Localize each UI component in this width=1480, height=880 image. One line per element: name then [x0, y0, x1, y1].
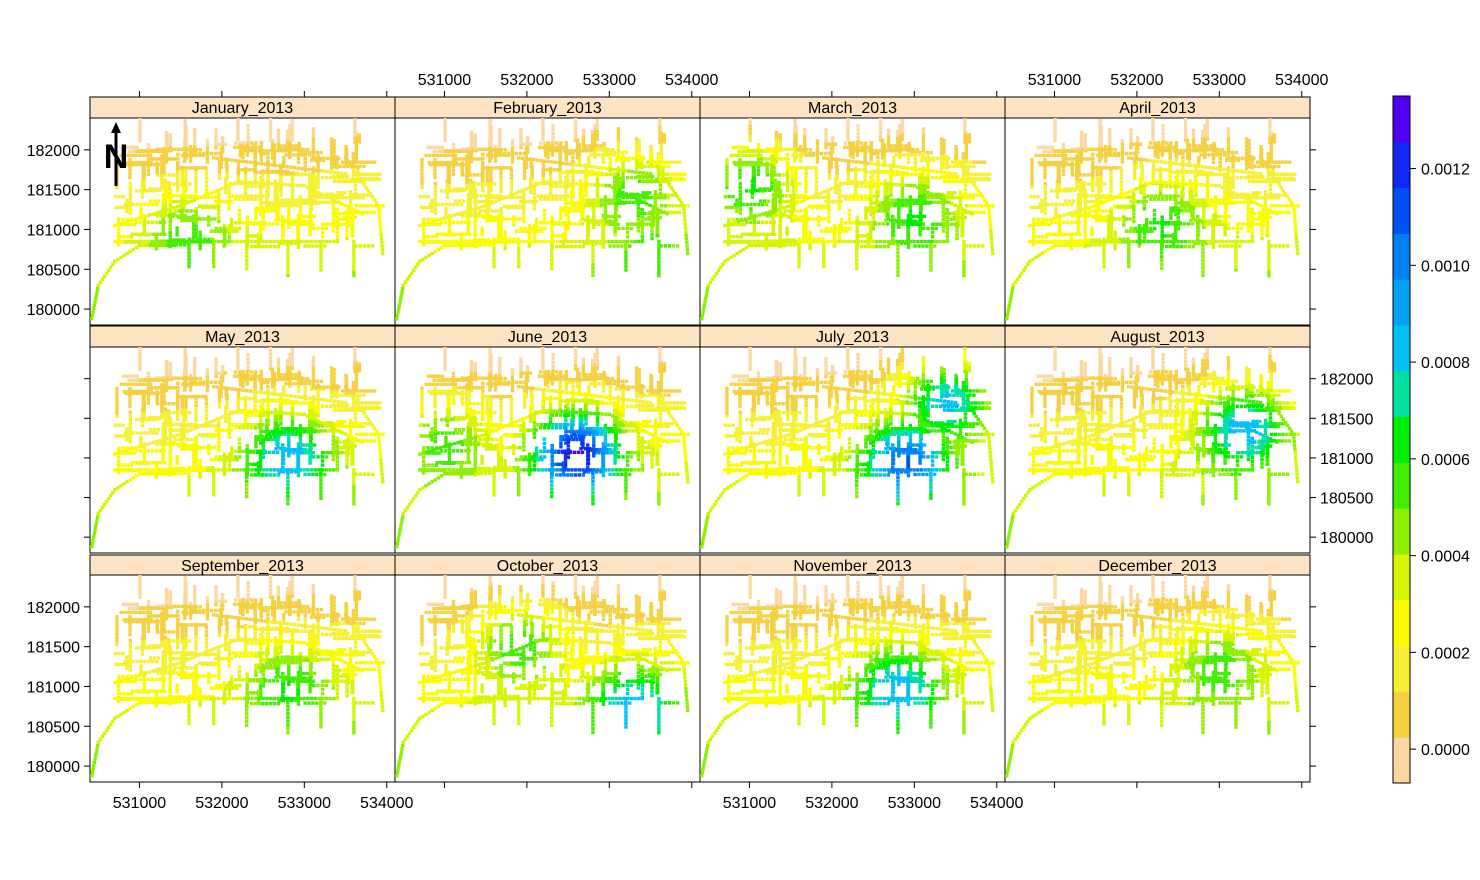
y-tick-label: 181500 [27, 183, 80, 200]
colorbar-swatch [1393, 141, 1410, 189]
y-tick-label: 180500 [27, 719, 80, 736]
colorbar-swatch [1393, 325, 1410, 372]
colorbar-tick-label: 0.0012 [1421, 162, 1470, 179]
colorbar-swatch [1393, 370, 1410, 418]
x-tick-label: 533000 [583, 72, 636, 89]
colorbar-swatch [1393, 462, 1410, 509]
colorbar-tick-label: 0.0000 [1421, 742, 1470, 759]
y-tick-label: 182000 [1320, 372, 1373, 389]
panel-title: October_2013 [497, 558, 599, 575]
x-tick-label: 533000 [1193, 72, 1246, 89]
colorbar: 0.0000 0.0002 0.0004 0.0006 0.0008 0.0010 0.00… [1392, 95, 1470, 784]
north-label: N [104, 138, 129, 176]
colorbar-swatch [1393, 645, 1410, 692]
colorbar-tick-label: 0.0002 [1421, 645, 1470, 662]
x-tick-label: 533000 [278, 795, 331, 812]
y-tick-label: 181500 [1320, 411, 1373, 428]
x-tick-label: 531000 [418, 72, 471, 89]
map-panel: September_2013 [89, 554, 396, 783]
x-tick-label: 532000 [1110, 72, 1163, 89]
colorbar-swatch [1393, 599, 1410, 647]
colorbar-swatch [1393, 691, 1410, 738]
colorbar-swatch [1393, 554, 1410, 601]
map-panel: March_2013 [699, 96, 1006, 326]
x-tick-label: 532000 [805, 795, 858, 812]
y-tick-label: 180000 [27, 759, 80, 776]
street-network [700, 575, 995, 778]
panel-title: August_2013 [1110, 329, 1204, 346]
map-panel: May_2013 [89, 325, 396, 554]
map-panel: October_2013 [394, 554, 701, 783]
y-tick-label: 182000 [27, 143, 80, 160]
y-tick-label: 181000 [27, 222, 80, 239]
colorbar-tick-label: 0.0010 [1421, 258, 1470, 275]
colorbar-swatch [1393, 279, 1410, 326]
y-tick-label: 182000 [27, 600, 80, 617]
x-tick-label: 531000 [113, 795, 166, 812]
y-tick-label: 180500 [27, 262, 80, 279]
y-tick-label: 180000 [1320, 530, 1373, 547]
panel-title: December_2013 [1098, 558, 1216, 575]
map-panel: January_2013 [89, 96, 396, 326]
panel-title: March_2013 [808, 100, 897, 117]
panel-title: September_2013 [181, 558, 304, 575]
x-tick-label: 534000 [665, 72, 718, 89]
y-tick-label: 181500 [27, 640, 80, 657]
y-tick-label: 180500 [1320, 491, 1373, 508]
colorbar-swatch [1393, 737, 1410, 784]
street-network [395, 347, 690, 549]
colorbar-swatch [1393, 187, 1410, 234]
x-tick-label: 531000 [1028, 72, 1081, 89]
x-tick-label: 534000 [360, 795, 413, 812]
street-network [90, 118, 385, 321]
map-panel: April_2013 [1004, 96, 1311, 326]
colorbar-swatch [1393, 416, 1410, 463]
x-tick-label: 532000 [195, 795, 248, 812]
panel-title: April_2013 [1119, 100, 1196, 117]
y-tick-label: 180000 [27, 302, 80, 319]
panel-title: June_2013 [508, 329, 587, 346]
street-network [1005, 118, 1300, 321]
street-network [90, 575, 385, 778]
x-tick-label: 531000 [723, 795, 776, 812]
street-network [395, 118, 690, 321]
street-network [90, 347, 385, 549]
street-network [1005, 575, 1300, 778]
panel-title: July_2013 [816, 329, 889, 346]
map-panel: July_2013 [699, 325, 1006, 554]
x-tick-label: 532000 [500, 72, 553, 89]
colorbar-swatch [1393, 233, 1410, 280]
panel-title: January_2013 [192, 100, 294, 117]
street-network [700, 118, 995, 321]
map-panel: November_2013 [699, 554, 1006, 783]
map-panel: December_2013 [1004, 554, 1311, 783]
map-panel: August_2013 [1004, 325, 1311, 554]
map-panel: June_2013 [394, 325, 701, 554]
panel-title: May_2013 [205, 329, 280, 346]
x-tick-label: 534000 [1275, 72, 1328, 89]
street-network [1005, 347, 1300, 549]
y-tick-label: 181000 [1320, 451, 1373, 468]
y-tick-label: 181000 [27, 679, 80, 696]
street-network [395, 575, 690, 778]
north-arrow-icon: N [104, 122, 129, 186]
x-tick-label: 533000 [888, 795, 941, 812]
colorbar-swatch [1393, 508, 1410, 555]
axes-layer: 531000 532000 533000 534000 531000 532000 5330… [27, 72, 1374, 812]
panels-layer: January_2013 February_2013 March_2013 April… [89, 96, 1311, 783]
street-network [700, 347, 995, 549]
colorbar-frame [1392, 95, 1411, 784]
colorbar-tick-label: 0.0006 [1421, 452, 1470, 469]
panel-title: November_2013 [793, 558, 911, 575]
panel-title: February_2013 [493, 100, 602, 117]
colorbar-tick-label: 0.0004 [1421, 549, 1470, 566]
colorbar-tick-label: 0.0008 [1421, 355, 1470, 372]
colorbar-swatch [1393, 96, 1410, 143]
x-tick-label: 534000 [970, 795, 1023, 812]
map-panel: February_2013 [394, 96, 701, 326]
